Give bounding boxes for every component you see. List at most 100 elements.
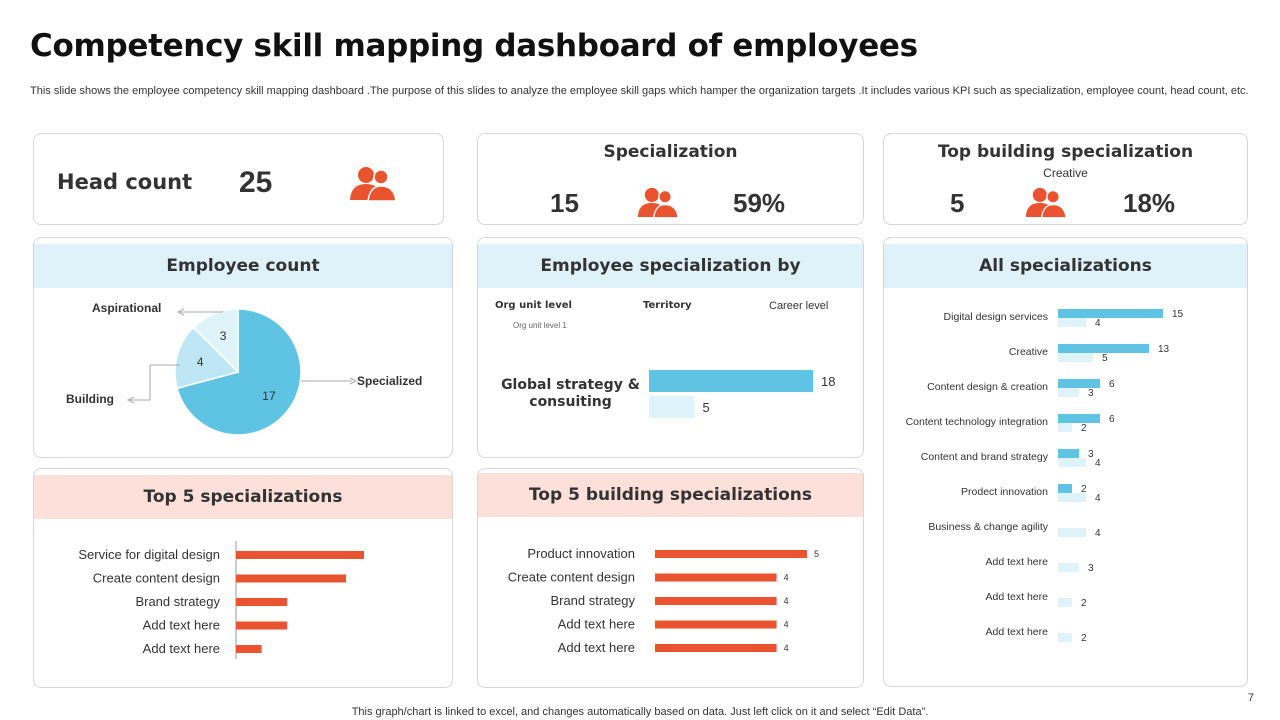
all-specs-category-label: Creative	[1009, 346, 1048, 358]
pie-value-label: 4	[197, 355, 204, 369]
emp-spec-row-label: Global strategy & consuiting	[501, 377, 640, 410]
all-specs-category-label: Content and brand strategy	[921, 451, 1049, 463]
all-specs-card: All specializations Digital design servi…	[883, 237, 1248, 687]
top5-card: Top 5 specializations Service for digita…	[33, 468, 453, 688]
all-specs-bar-building	[1058, 493, 1086, 502]
all-specs-bar-building	[1058, 423, 1072, 432]
top5b-value-label: 4	[784, 620, 789, 630]
pie-category-label: Aspirational	[92, 301, 161, 315]
all-specs-bar-specialized	[1058, 414, 1100, 423]
head-count-label: Head count	[57, 170, 193, 194]
employee-count-card: Employee count 17 4 3 Specialized Building As…	[33, 237, 453, 458]
page-subtitle: This slide shows the employee competency…	[30, 85, 1249, 97]
top5b-value-label: 4	[784, 596, 789, 606]
top-building-name: Creative	[1043, 166, 1088, 180]
top5-bar	[236, 598, 288, 606]
all-specs-value-label: 4	[1095, 318, 1101, 329]
top-building-percent: 18%	[1123, 188, 1176, 218]
top5-chart: Service for digital design Create content…	[78, 541, 364, 659]
specialization-count: 15	[550, 188, 579, 218]
all-specs-category-label: Add text here	[986, 626, 1049, 638]
all-specs-bar-building	[1058, 598, 1072, 607]
top5b-category-label: Brand strategy	[550, 593, 635, 608]
all-specs-value-label: 4	[1095, 528, 1101, 539]
top5b-bar	[655, 620, 777, 629]
top5b-bar	[655, 597, 777, 605]
top5-bar	[236, 621, 288, 630]
top5-category-label: Service for digital design	[78, 547, 220, 562]
emp-spec-value-label: 5	[703, 400, 710, 415]
all-specs-bar-building	[1058, 388, 1079, 397]
top5-bar	[236, 574, 347, 583]
leader-arrow	[176, 308, 185, 316]
all-specs-value-label: 4	[1095, 458, 1101, 469]
employee-count-pie: 17 4 3 Specialized Building Aspirational	[66, 301, 422, 436]
all-specs-bar-building	[1058, 563, 1079, 572]
all-specs-value-label: 6	[1109, 414, 1115, 425]
pie-slice-specialized	[176, 308, 302, 436]
people-icon	[637, 187, 679, 219]
employee-count-title: Employee count	[34, 244, 452, 288]
top5b-category-label: Product innovation	[527, 546, 635, 561]
filter-territory[interactable]: Territory	[643, 300, 692, 311]
top5-building-chart: Product innovation 5 Create content design…	[508, 546, 819, 655]
pie-category-label: Building	[66, 392, 114, 406]
top5b-category-label: Add text here	[558, 640, 635, 655]
all-specs-bar-building	[1058, 353, 1093, 362]
pie-slice-building	[174, 326, 240, 390]
all-specs-bar-building	[1058, 528, 1086, 537]
top5b-category-label: Add text here	[558, 617, 635, 632]
leader-line	[130, 364, 180, 401]
top5b-value-label: 4	[784, 573, 789, 583]
page-number: 7	[1247, 692, 1254, 704]
people-icon	[1025, 187, 1067, 219]
all-specs-category-label: Add text here	[986, 591, 1049, 603]
top5b-category-label: Create content design	[508, 570, 635, 585]
top-building-title: Top building specialization	[937, 142, 1194, 162]
all-specs-value-label: 3	[1088, 388, 1094, 399]
leader-arrow	[126, 396, 135, 404]
all-specs-value-label: 4	[1095, 493, 1101, 504]
leader-arrow	[349, 377, 358, 385]
leader-line	[180, 311, 223, 313]
all-specs-category-label: Add text here	[986, 556, 1049, 568]
head-count-value: 25	[239, 166, 273, 199]
pie-category-label: Specialized	[357, 374, 422, 388]
all-specs-value-label: 13	[1158, 344, 1170, 355]
emp-spec-bar-building	[649, 396, 695, 418]
footer-note: This graph/chart is linked to excel, and…	[351, 706, 929, 718]
all-specs-category-label: Digital design services	[944, 311, 1048, 323]
head-count-card: Head count 25	[33, 133, 444, 225]
all-specs-category-label: Content technology integration	[906, 416, 1049, 428]
emp-spec-chart: 18 5	[649, 370, 835, 418]
pie-value-label: 17	[262, 389, 276, 403]
all-specs-title: All specializations	[884, 244, 1247, 288]
page-title: Competency skill mapping dashboard of em…	[30, 28, 918, 64]
all-specs-bar-specialized	[1058, 449, 1079, 458]
pie-slice-aspirational	[192, 308, 239, 374]
top5-bar	[236, 645, 262, 653]
all-specs-value-label: 2	[1081, 484, 1087, 495]
specialization-percent: 59%	[733, 188, 786, 218]
top5b-value-label: 5	[814, 549, 819, 559]
top5-category-label: Create content design	[93, 571, 220, 586]
all-specs-bar-specialized	[1058, 309, 1163, 318]
all-specs-bar-building	[1058, 633, 1072, 642]
all-specs-value-label: 2	[1081, 423, 1087, 434]
all-specs-bar-specialized	[1058, 484, 1072, 493]
top5-category-label: Add text here	[143, 641, 220, 656]
filter-career[interactable]: Career level	[769, 300, 829, 312]
top5-bar	[236, 551, 364, 559]
all-specs-category-label: Business & change agility	[928, 521, 1048, 533]
specialization-card: Specialization 15 59%	[477, 133, 864, 225]
filter-org-unit[interactable]: Org unit level	[495, 300, 572, 311]
all-specs-bar-building	[1058, 458, 1086, 467]
top5b-bar	[655, 550, 807, 558]
pie-value-label: 3	[220, 329, 227, 343]
top5-category-label: Add text here	[143, 618, 220, 633]
top5-title: Top 5 specializations	[34, 475, 452, 519]
all-specs-category-label: Content design & creation	[927, 381, 1048, 393]
all-specs-value-label: 6	[1109, 379, 1115, 390]
all-specs-value-label: 15	[1172, 309, 1184, 320]
top5-building-card: Top 5 building specializations Product i…	[477, 468, 864, 688]
